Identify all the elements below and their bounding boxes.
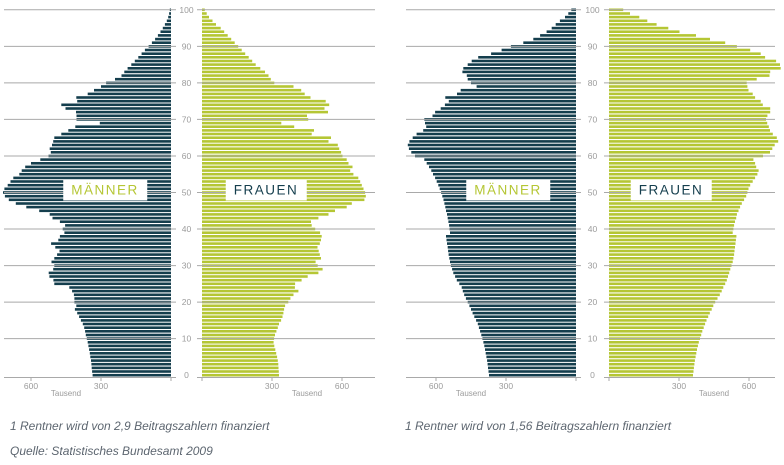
svg-text:300: 300 xyxy=(499,381,513,391)
value-tick-labels: 300 300 600 600 Tausend Tausend xyxy=(24,381,349,398)
svg-text:90: 90 xyxy=(182,41,192,51)
unit-label: Tausend xyxy=(456,389,486,398)
svg-text:300: 300 xyxy=(265,381,279,391)
svg-text:70: 70 xyxy=(588,114,598,124)
svg-text:60: 60 xyxy=(588,151,598,161)
pyramid-2: 0 10 20 30 40 50 60 70 80 90 100 300 300 600 600 Tausen… xyxy=(406,5,781,398)
svg-text:600: 600 xyxy=(335,381,349,391)
caption-pyramid-2: 1 Rentner wird von 1,56 Beitragszahlern … xyxy=(405,419,672,433)
svg-text:100: 100 xyxy=(179,5,193,15)
men-label-pyramid-1: MÄNNER xyxy=(63,179,147,201)
men-label-pyramid-2: MÄNNER xyxy=(466,179,550,201)
svg-text:10: 10 xyxy=(182,334,192,344)
svg-text:100: 100 xyxy=(585,5,599,15)
age-tick-labels: 0 10 20 30 40 50 60 70 80 90 100 xyxy=(179,5,193,380)
age-tick-labels: 0 10 20 30 40 50 60 70 80 90 100 xyxy=(585,5,599,380)
value-tick-labels: 300 300 600 600 Tausend Tausend xyxy=(429,381,756,398)
unit-label: Tausend xyxy=(699,389,729,398)
svg-text:50: 50 xyxy=(182,188,192,198)
svg-text:600: 600 xyxy=(24,381,38,391)
svg-text:600: 600 xyxy=(742,381,756,391)
svg-text:90: 90 xyxy=(588,41,598,51)
women-label-pyramid-1: FRAUEN xyxy=(225,179,307,201)
svg-text:10: 10 xyxy=(588,334,598,344)
svg-text:30: 30 xyxy=(182,261,192,271)
value-axis xyxy=(406,377,775,381)
svg-text:70: 70 xyxy=(182,114,192,124)
source-note: Quelle: Statistisches Bundesamt 2009 xyxy=(10,444,213,458)
women-label-pyramid-2: FRAUEN xyxy=(630,179,712,201)
value-axis xyxy=(4,377,375,381)
svg-text:300: 300 xyxy=(94,381,108,391)
svg-text:40: 40 xyxy=(182,224,192,234)
unit-label: Tausend xyxy=(292,389,322,398)
svg-text:0: 0 xyxy=(590,370,595,380)
svg-text:20: 20 xyxy=(588,297,598,307)
svg-text:30: 30 xyxy=(588,261,598,271)
svg-text:80: 80 xyxy=(588,78,598,88)
svg-text:600: 600 xyxy=(429,381,443,391)
svg-text:60: 60 xyxy=(182,151,192,161)
svg-text:0: 0 xyxy=(184,370,189,380)
unit-label: Tausend xyxy=(51,389,81,398)
svg-text:300: 300 xyxy=(672,381,686,391)
svg-text:20: 20 xyxy=(182,297,192,307)
gridlines xyxy=(406,9,775,340)
svg-text:50: 50 xyxy=(588,188,598,198)
svg-text:40: 40 xyxy=(588,224,598,234)
caption-pyramid-1: 1 Rentner wird von 2,9 Beitragszahlern f… xyxy=(10,419,270,433)
svg-text:80: 80 xyxy=(182,78,192,88)
pyramid-1: 0 10 20 30 40 50 60 70 80 90 100 300 300 600 600 Tausen… xyxy=(3,5,375,398)
